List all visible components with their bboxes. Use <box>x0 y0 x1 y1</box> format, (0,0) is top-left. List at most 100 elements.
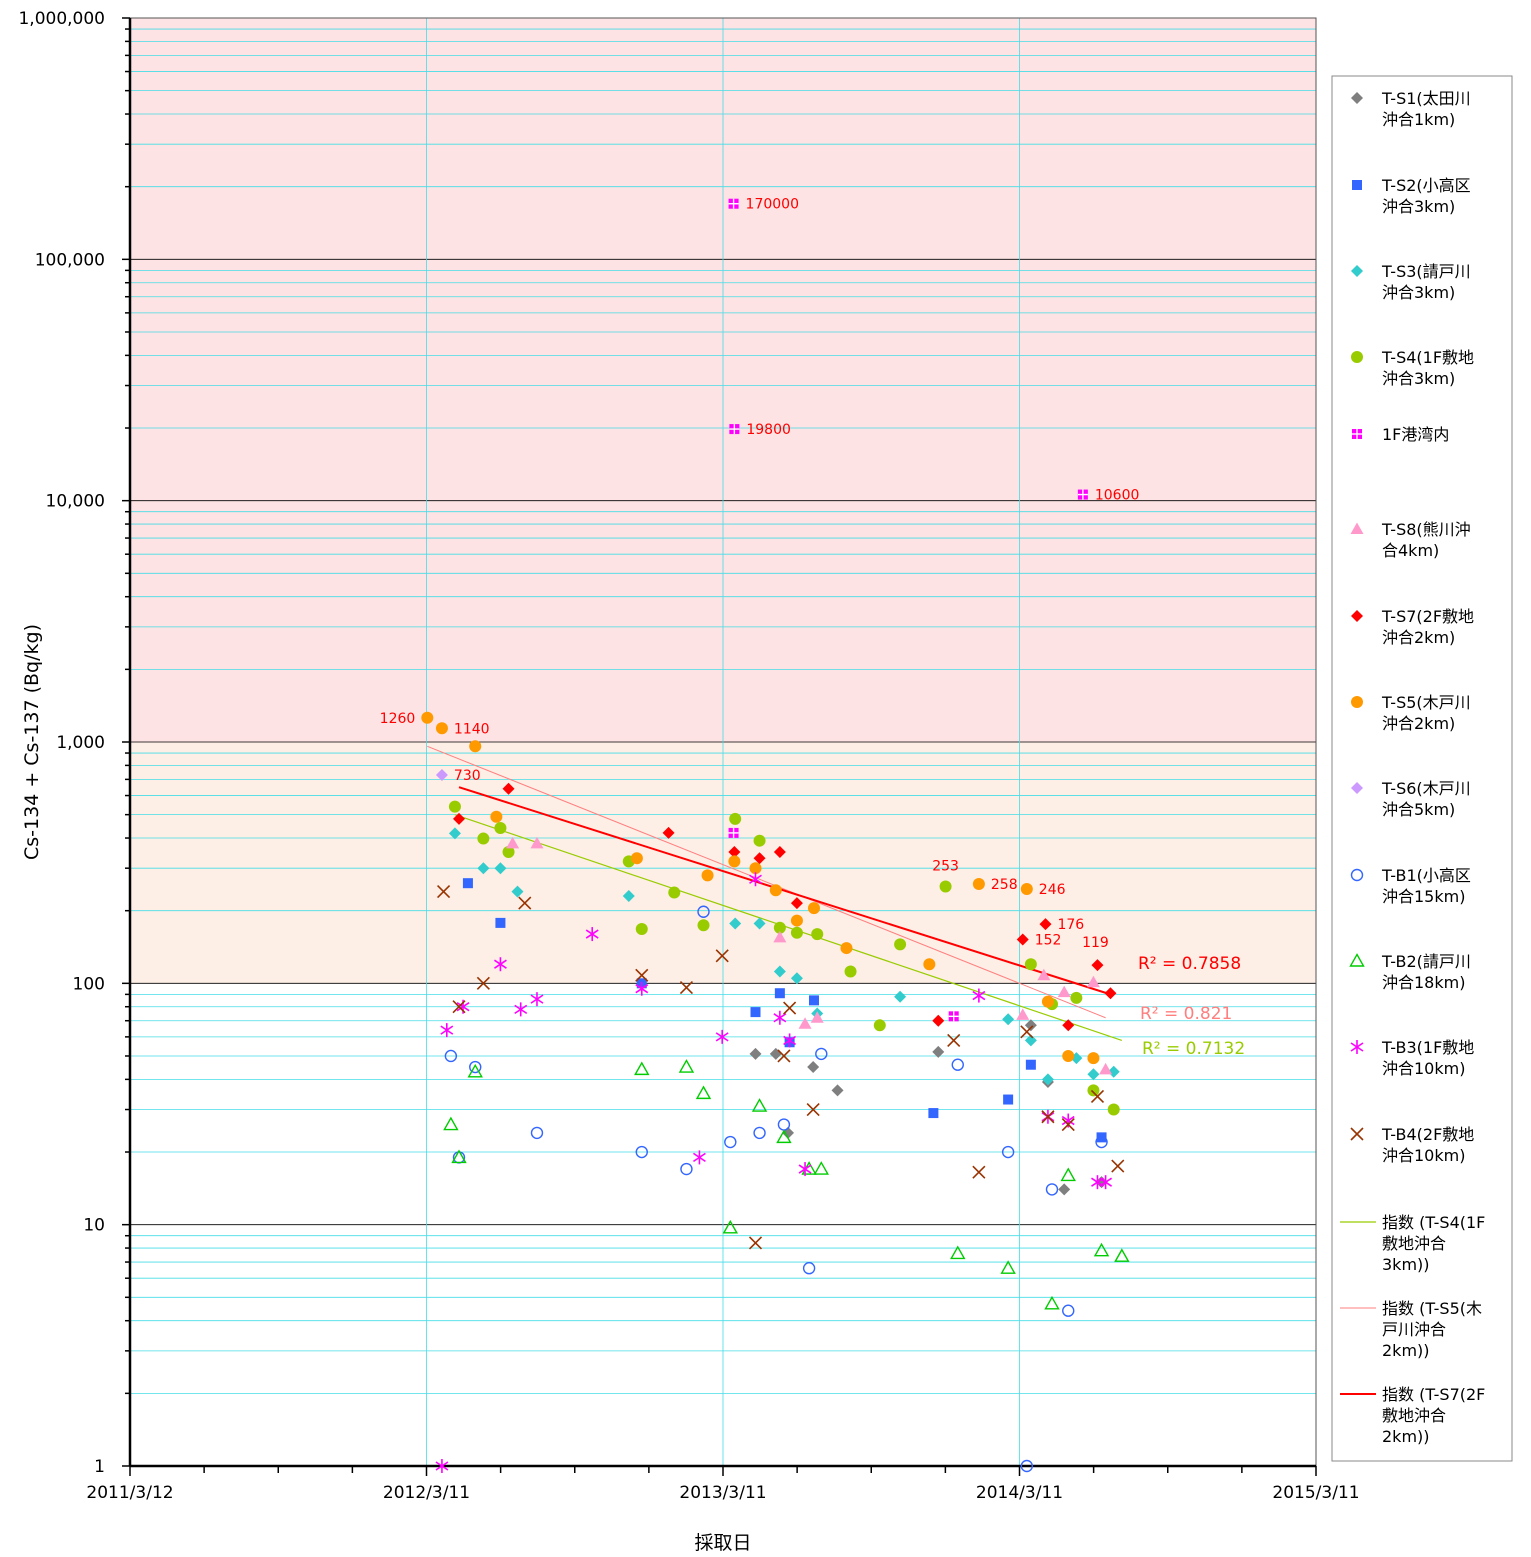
legend-label: 沖合10km) <box>1382 1146 1465 1165</box>
data-point <box>452 1000 466 1014</box>
data-point <box>635 968 649 982</box>
data-point <box>1087 1068 1100 1081</box>
legend-label: 沖合18km) <box>1382 973 1465 992</box>
data-label: 730 <box>454 768 481 784</box>
data-point <box>790 897 803 910</box>
data-point <box>807 1061 820 1074</box>
data-point <box>1041 995 1054 1008</box>
data-point <box>495 917 506 928</box>
data-point <box>783 1001 797 1015</box>
data-point <box>1000 1260 1016 1274</box>
data-point <box>1016 1008 1030 1020</box>
data-point <box>806 1102 820 1117</box>
trendline <box>454 814 1123 1041</box>
data-label: 119 <box>1082 935 1109 951</box>
data-point <box>530 1126 544 1140</box>
data-point <box>748 1236 763 1250</box>
trendline <box>427 745 1106 1019</box>
data-point <box>1107 1103 1120 1116</box>
data-point <box>1020 882 1033 895</box>
legend-label: 合4km) <box>1382 541 1439 560</box>
data-point <box>750 1007 761 1018</box>
data-point <box>435 768 448 781</box>
data-label: 19800 <box>746 422 791 438</box>
legend-label: 沖合3km) <box>1382 283 1455 302</box>
data-point <box>462 878 473 889</box>
data-point <box>773 846 786 859</box>
data-point <box>951 1058 964 1071</box>
data-point <box>773 1010 787 1025</box>
data-point <box>813 1161 829 1175</box>
data-point <box>494 862 507 875</box>
data-label: 253 <box>932 858 959 874</box>
data-point <box>695 1085 712 1100</box>
data-point <box>894 990 907 1003</box>
data-point <box>811 928 824 941</box>
data-point <box>1020 1459 1034 1473</box>
data-point <box>585 927 599 942</box>
data-point <box>697 905 710 918</box>
legend-label: 沖合2km) <box>1382 628 1455 647</box>
x-tick-label: 2013/3/11 <box>679 1483 766 1503</box>
data-point <box>807 902 820 915</box>
data-point <box>1037 968 1051 981</box>
data-point <box>1062 1019 1075 1032</box>
legend-marker <box>1351 92 1363 104</box>
data-point <box>1107 1065 1120 1078</box>
data-point <box>1041 1110 1055 1124</box>
data-point <box>728 198 739 209</box>
legend-marker <box>1351 610 1363 622</box>
x-tick-label: 2012/3/11 <box>383 1483 470 1503</box>
legend-marker <box>1352 429 1362 439</box>
data-point <box>1087 1084 1100 1097</box>
data-point <box>680 1162 693 1176</box>
data-point <box>1044 1295 1060 1310</box>
x-tick-label: 2014/3/11 <box>976 1483 1063 1503</box>
data-point <box>1016 933 1029 946</box>
data-point <box>1093 1242 1110 1257</box>
legend-marker <box>1350 868 1364 882</box>
data-point <box>448 827 461 840</box>
data-point <box>939 880 952 893</box>
data-point <box>773 930 787 943</box>
data-point <box>802 1262 816 1275</box>
data-point <box>435 1459 449 1473</box>
data-point <box>493 957 507 972</box>
data-point <box>773 965 786 978</box>
legend-label: 3km)) <box>1382 1255 1430 1274</box>
data-label: 1140 <box>454 721 490 737</box>
data-point <box>798 1017 812 1029</box>
legend-label: 2km)) <box>1382 1341 1430 1360</box>
legend-label: T-S6(木戸川 <box>1381 779 1471 798</box>
data-point <box>950 1245 966 1260</box>
data-point <box>635 981 649 996</box>
data-point <box>511 885 524 898</box>
data-point <box>469 1060 482 1074</box>
data-point <box>815 1047 828 1061</box>
axes: 1 10 100 1,000 10,000 100,000 1,000,000 2011/3/… <box>18 9 1359 1503</box>
legend-marker <box>1351 782 1363 794</box>
data-point <box>530 836 544 849</box>
legend-label: 沖合3km) <box>1382 369 1455 388</box>
data-label: 170000 <box>746 197 799 213</box>
legend-marker <box>1351 351 1363 363</box>
legend-label: 沖合15km) <box>1382 887 1465 906</box>
data-point <box>477 832 490 845</box>
data-point <box>753 834 766 847</box>
legend-label: 沖合1km) <box>1382 110 1455 129</box>
data-point <box>1086 975 1100 988</box>
data-point <box>1087 1052 1100 1065</box>
data-point <box>490 810 503 823</box>
data-point <box>1045 1183 1059 1196</box>
data-point <box>477 862 490 875</box>
data-point <box>729 812 742 825</box>
data-point <box>1114 1248 1130 1262</box>
y-tick-label: 100 <box>73 974 105 994</box>
data-point <box>749 872 762 887</box>
data-point <box>436 885 451 899</box>
data-point <box>1104 987 1117 1000</box>
data-point <box>729 424 740 435</box>
data-point <box>774 988 785 999</box>
data-point <box>722 1219 739 1234</box>
data-point <box>749 1047 762 1060</box>
